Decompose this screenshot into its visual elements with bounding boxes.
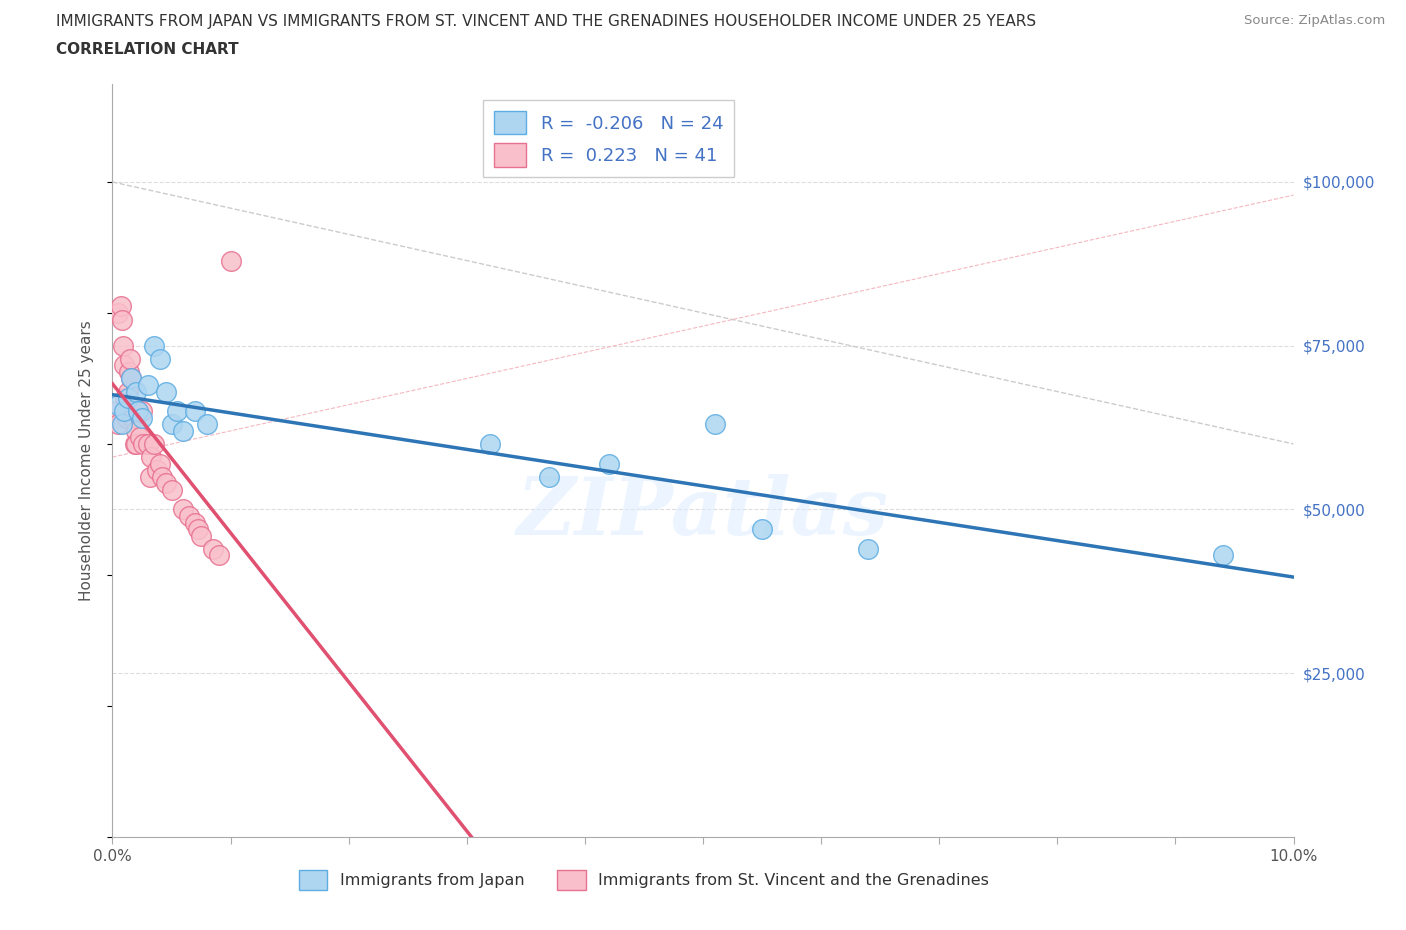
Point bbox=[111, 417, 134, 432]
Point bbox=[155, 476, 177, 491]
Point bbox=[117, 384, 139, 399]
Point bbox=[127, 404, 149, 418]
Point bbox=[128, 430, 150, 445]
Point bbox=[120, 371, 142, 386]
Point bbox=[201, 541, 224, 556]
Point bbox=[120, 352, 142, 366]
Point bbox=[124, 436, 146, 451]
Y-axis label: Householder Income Under 25 years: Householder Income Under 25 years bbox=[79, 320, 94, 601]
Point bbox=[115, 410, 138, 425]
Legend: Immigrants from Japan, Immigrants from St. Vincent and the Grenadines: Immigrants from Japan, Immigrants from S… bbox=[292, 864, 995, 897]
Point bbox=[125, 436, 148, 451]
Point bbox=[172, 502, 194, 517]
Point bbox=[136, 378, 159, 392]
Text: IMMIGRANTS FROM JAPAN VS IMMIGRANTS FROM ST. VINCENT AND THE GRENADINES HOUSEHOL: IMMIGRANTS FROM JAPAN VS IMMIGRANTS FROM… bbox=[56, 14, 1036, 29]
Point bbox=[107, 397, 129, 412]
Point bbox=[219, 253, 242, 268]
Point bbox=[179, 509, 201, 524]
Point bbox=[132, 436, 155, 451]
Point bbox=[107, 417, 129, 432]
Point bbox=[184, 515, 207, 530]
Point bbox=[105, 404, 128, 418]
Point bbox=[118, 365, 141, 379]
Point bbox=[115, 404, 138, 418]
Point bbox=[208, 548, 231, 563]
Point bbox=[195, 417, 218, 432]
Point bbox=[110, 299, 132, 313]
Point bbox=[104, 410, 127, 425]
Point bbox=[112, 404, 135, 418]
Point bbox=[598, 457, 620, 472]
Point bbox=[131, 410, 153, 425]
Text: CORRELATION CHART: CORRELATION CHART bbox=[56, 42, 239, 57]
Point bbox=[160, 483, 183, 498]
Point bbox=[142, 339, 165, 353]
Point bbox=[127, 404, 149, 418]
Point bbox=[120, 371, 142, 386]
Point bbox=[149, 457, 172, 472]
Point bbox=[190, 528, 212, 543]
Point bbox=[186, 522, 208, 537]
Point bbox=[136, 436, 159, 451]
Point bbox=[155, 384, 177, 399]
Point bbox=[112, 358, 135, 373]
Point bbox=[114, 391, 136, 405]
Point bbox=[479, 436, 502, 451]
Point bbox=[131, 404, 153, 418]
Point bbox=[112, 339, 135, 353]
Point bbox=[117, 391, 139, 405]
Point bbox=[858, 541, 880, 556]
Point bbox=[125, 423, 148, 438]
Point bbox=[139, 470, 162, 485]
Point bbox=[166, 404, 188, 418]
Point bbox=[125, 384, 148, 399]
Point bbox=[149, 352, 172, 366]
Point bbox=[751, 522, 773, 537]
Point bbox=[142, 436, 165, 451]
Point bbox=[146, 463, 169, 478]
Point bbox=[703, 417, 725, 432]
Point bbox=[1212, 548, 1234, 563]
Point bbox=[107, 306, 129, 321]
Point bbox=[122, 404, 145, 418]
Point bbox=[141, 449, 163, 464]
Point bbox=[172, 423, 194, 438]
Point bbox=[150, 470, 173, 485]
Text: Source: ZipAtlas.com: Source: ZipAtlas.com bbox=[1244, 14, 1385, 27]
Text: ZIPatlas: ZIPatlas bbox=[517, 474, 889, 551]
Point bbox=[111, 312, 134, 327]
Point bbox=[538, 470, 561, 485]
Point bbox=[121, 410, 143, 425]
Point bbox=[184, 404, 207, 418]
Point bbox=[160, 417, 183, 432]
